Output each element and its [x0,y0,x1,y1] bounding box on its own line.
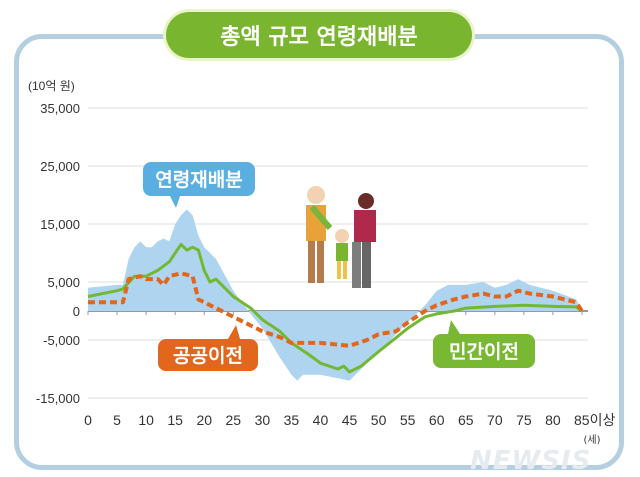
chart-title: 총액 규모 연령재배분 [166,12,472,58]
callout-box [433,334,535,368]
callout-box [158,339,258,371]
y-tick-label: 35,000 [40,101,80,116]
callout-공공이전: 공공이전 [158,325,258,371]
series-line-민간이전 [87,242,583,374]
x-tick-label: 20 [196,412,212,428]
legend-label: 민간이전 [449,341,519,363]
x-tick-label: 80 [545,412,561,428]
grandfather-leg [317,241,324,283]
callout-tail [228,325,240,339]
x-tick-label: 70 [487,412,503,428]
legend-label: 연령재배분 [155,169,242,191]
x-tick-label: 25 [226,412,242,428]
father-body [354,210,376,242]
callout-연령재배분: 연령재배분 [143,162,255,208]
x-tick-label: 65 [458,412,474,428]
father-leg [352,242,361,288]
y-axis-unit: (10억 원) [28,79,75,93]
x-tick-label: 85이상 [574,412,615,428]
x-tick-label: 0 [84,412,92,428]
x-tick-label: 30 [255,412,271,428]
child-body [336,243,348,261]
y-tick-label: 5,000 [47,275,80,290]
child-leg [343,261,347,279]
legend-label: 공공이전 [173,345,243,367]
grandfather-head [307,186,325,204]
child-head [335,229,349,243]
callout-tail [448,320,460,334]
father-head [358,193,374,209]
x-axis-unit: (세) [583,434,600,446]
y-tick-label: 15,000 [40,217,80,232]
callout-box [143,162,255,196]
x-tick-label: 10 [138,412,154,428]
child-leg [337,261,341,279]
series-line-공공이전 [88,271,584,348]
family-illustration [306,186,376,288]
grandfather-arm [309,205,333,230]
x-tick-label: 15 [167,412,183,428]
x-tick-label: 45 [342,412,358,428]
father-leg [362,242,371,288]
y-tick-label: 25,000 [40,159,80,174]
x-tick-label: 50 [371,412,387,428]
callout-민간이전: 민간이전 [433,320,535,368]
y-tick-label: -5,000 [43,333,80,348]
x-tick-label: 75 [516,412,532,428]
x-tick-label: 5 [113,412,121,428]
y-tick-label: -15,000 [36,391,80,406]
x-tick-label: 40 [313,412,329,428]
x-tick-label: 35 [284,412,300,428]
grandfather-leg [308,241,315,283]
y-tick-label: 0 [73,304,80,319]
x-tick-label: 55 [400,412,416,428]
x-tick-label: 60 [429,412,445,428]
newsis-watermark: NEWSIS [470,446,592,476]
callout-tail [170,196,180,208]
